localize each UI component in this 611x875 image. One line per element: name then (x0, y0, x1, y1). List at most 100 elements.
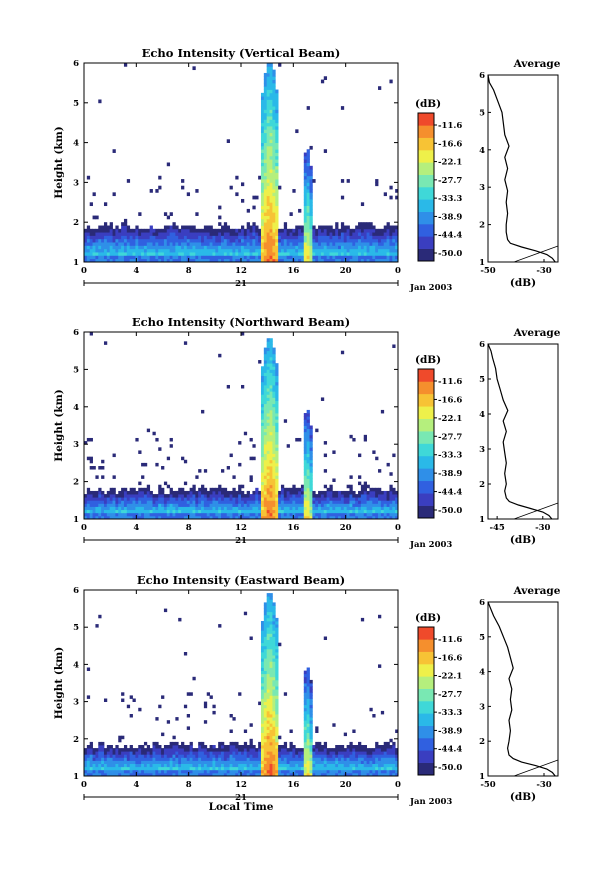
heatmap-cell (106, 255, 111, 260)
heatmap-cell (212, 512, 216, 517)
heatmap-cell (243, 766, 248, 771)
heatmap-cell (92, 252, 96, 256)
heatmap-cell (189, 255, 193, 260)
heatmap-cell (312, 500, 316, 504)
heatmap-cell (269, 397, 273, 401)
heatmap-cell (135, 751, 139, 755)
heatmap-cell (366, 512, 370, 517)
heatmap-cell (246, 757, 250, 761)
heatmap-cell (260, 490, 265, 495)
heatmap-cell (246, 258, 250, 263)
heatmap-cell (312, 760, 316, 764)
heatmap-cell (195, 245, 199, 250)
heatmap-cell (260, 212, 265, 216)
heatmap-cell (175, 232, 179, 236)
heatmap-cell (183, 252, 188, 256)
heatmap-cell (192, 258, 196, 263)
heatmap-cell (369, 238, 373, 243)
heatmap-cell (109, 245, 113, 250)
heatmap-cell (298, 487, 302, 492)
heatmap-cell (275, 434, 279, 439)
colorbar-tick-label: -16.6 (438, 653, 462, 663)
heatmap-cell (95, 258, 99, 263)
heatmap-cell (306, 225, 310, 230)
heatmap-cell (221, 772, 225, 777)
x-tick-label: 12 (235, 780, 247, 790)
heatmap-cell (263, 391, 268, 395)
heatmap-cell (363, 252, 367, 256)
heatmap-cell (306, 497, 310, 501)
heatmap-cell (275, 212, 279, 216)
heatmap-cell (275, 469, 279, 473)
heatmap-cell (306, 689, 310, 693)
heatmap-cell (303, 484, 308, 489)
heatmap-cell (272, 419, 276, 423)
colorbar-segment (418, 443, 434, 457)
heatmap-cell (309, 245, 313, 250)
heatmap-cell (275, 222, 279, 226)
heatmap-cell (309, 466, 313, 470)
heatmap-cell (292, 484, 296, 489)
heatmap-cell (375, 769, 379, 774)
heatmap-cell (272, 701, 276, 706)
heatmap-cell (352, 760, 356, 764)
heatmap-cell (260, 624, 265, 628)
heatmap-cell (363, 497, 367, 501)
heatmap-cell (340, 506, 345, 511)
colorbar-tick-label: -22.1 (438, 414, 462, 424)
heatmap-cell (209, 225, 213, 230)
heatmap-cell (272, 400, 276, 405)
heatmap-cell (218, 745, 222, 749)
heatmap-cell (192, 232, 196, 236)
heatmap-cell (369, 766, 373, 771)
heatmap-cell (272, 86, 276, 90)
heatmap-cell (306, 444, 310, 448)
heatmap-cell (135, 509, 139, 514)
heatmap-cell (309, 490, 313, 495)
heatmap-cell (272, 162, 276, 167)
heatmap-cell (132, 245, 136, 250)
colorbar-frame (417, 626, 435, 776)
colorbar-segment (418, 676, 434, 689)
heatmap-cell (286, 772, 290, 777)
heatmap-cell (263, 409, 268, 414)
heatmap-cell (206, 235, 210, 240)
heatmap-cell (358, 494, 362, 498)
heatmap-cell (141, 506, 145, 511)
heatmap-cell (221, 748, 225, 752)
heatmap-cell (272, 707, 276, 712)
heatmap-cell (260, 202, 265, 207)
heatmap-cell (252, 245, 256, 250)
profile-y-tick-label: 5 (479, 375, 485, 385)
heatmap-cell (266, 132, 270, 137)
heatmap-cell (309, 222, 313, 226)
heatmap-cell (323, 490, 328, 495)
heatmap-cell (203, 772, 208, 777)
heatmap-cell (306, 679, 310, 684)
heatmap-cell (292, 751, 296, 755)
heatmap-cell (318, 509, 322, 514)
heatmap-cell (260, 165, 265, 170)
heatmap-cell (358, 754, 362, 758)
heatmap-cell (238, 512, 242, 517)
heatmap-cell (309, 720, 313, 724)
heatmap-cell (135, 245, 139, 250)
heatmap-cell (292, 232, 296, 236)
heatmap-cell (272, 192, 276, 197)
heatmap-cell (166, 760, 171, 764)
heatmap-cell (266, 707, 270, 712)
heatmap-cell (298, 242, 302, 246)
heatmap-cell (283, 232, 288, 236)
heatmap-cell (263, 487, 268, 492)
heatmap-cell (112, 487, 116, 492)
heatmap-cell (275, 689, 279, 693)
heatmap-cell (206, 509, 210, 514)
heatmap-cell (178, 617, 182, 622)
heatmap-cell (292, 235, 296, 240)
heatmap-cell (212, 487, 216, 492)
heatmap-cell (269, 478, 273, 482)
heatmap-cell (326, 252, 330, 256)
heatmap-cell (309, 763, 313, 768)
heatmap-cell (326, 238, 330, 243)
heatmap-cell (243, 729, 248, 733)
